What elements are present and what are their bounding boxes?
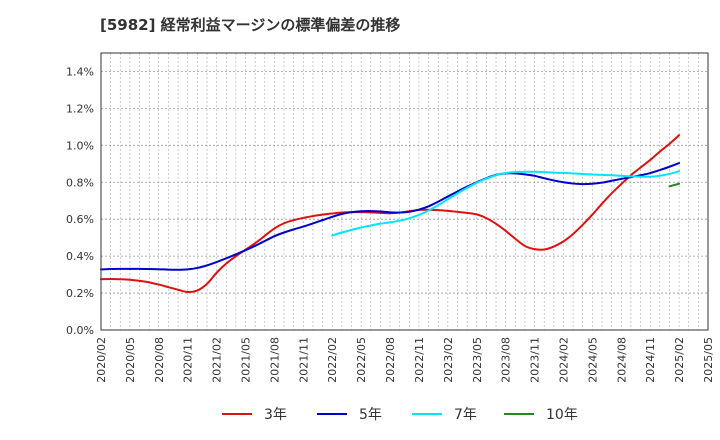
- y-tick-label: 0.6%: [66, 213, 94, 226]
- x-tick-label: 2022/05: [355, 337, 368, 383]
- y-axis-ticks: 0.0% 0.2% 0.4% 0.6% 0.8% 1.0% 1.2% 1.4%: [66, 65, 94, 337]
- series-line-2: [100, 162, 681, 271]
- legend-label-3: 7年: [454, 407, 477, 423]
- series-lines: [100, 134, 681, 293]
- x-tick-label: 2023/02: [442, 337, 455, 383]
- legend-label-4: 10年: [546, 407, 578, 423]
- x-tick-label: 2024/02: [557, 337, 570, 383]
- series-line-4: [668, 182, 681, 188]
- x-tick-label: 2023/11: [529, 337, 542, 383]
- x-tick-label: 2023/08: [500, 337, 513, 383]
- y-tick-label: 1.2%: [66, 102, 94, 115]
- plot-frame: [100, 52, 709, 331]
- x-tick-label: 2021/02: [211, 337, 224, 383]
- legend-label-1: 3年: [264, 407, 287, 423]
- x-tick-label: 2021/11: [297, 337, 310, 383]
- x-tick-label: 2020/02: [95, 337, 108, 383]
- x-tick-label: 2025/05: [702, 337, 715, 383]
- series-line-3: [331, 170, 681, 237]
- x-tick-label: 2020/11: [182, 337, 195, 383]
- y-tick-label: 0.4%: [66, 250, 94, 263]
- x-tick-label: 2024/11: [644, 337, 657, 383]
- x-tick-label: 2021/08: [268, 337, 281, 383]
- x-tick-label: 2022/02: [326, 337, 339, 383]
- y-tick-label: 1.4%: [66, 65, 94, 78]
- x-tick-label: 2024/05: [586, 337, 599, 383]
- y-tick-label: 1.0%: [66, 139, 94, 152]
- legend-label-2: 5年: [359, 407, 382, 423]
- x-tick-label: 2024/08: [615, 337, 628, 383]
- x-tick-label: 2020/05: [124, 337, 137, 383]
- x-tick-label: 2025/02: [673, 337, 686, 383]
- y-tick-label: 0.8%: [66, 176, 94, 189]
- grid: [101, 53, 708, 330]
- y-tick-label: 0.2%: [66, 287, 94, 300]
- x-tick-label: 2022/08: [384, 337, 397, 383]
- x-axis-ticks: 2020/02 2020/05 2020/08 2020/11 2021/02 2021/…: [95, 337, 715, 383]
- y-tick-label: 0.0%: [66, 324, 94, 337]
- x-tick-label: 2023/05: [471, 337, 484, 383]
- chart-title: [5982] 経常利益マージンの標準偏差の推移: [100, 16, 401, 34]
- x-tick-label: 2021/05: [240, 337, 253, 383]
- x-tick-label: 2020/08: [153, 337, 166, 383]
- x-tick-label: 2022/11: [413, 337, 426, 383]
- legend: 3年 5年 7年 10年: [222, 407, 578, 423]
